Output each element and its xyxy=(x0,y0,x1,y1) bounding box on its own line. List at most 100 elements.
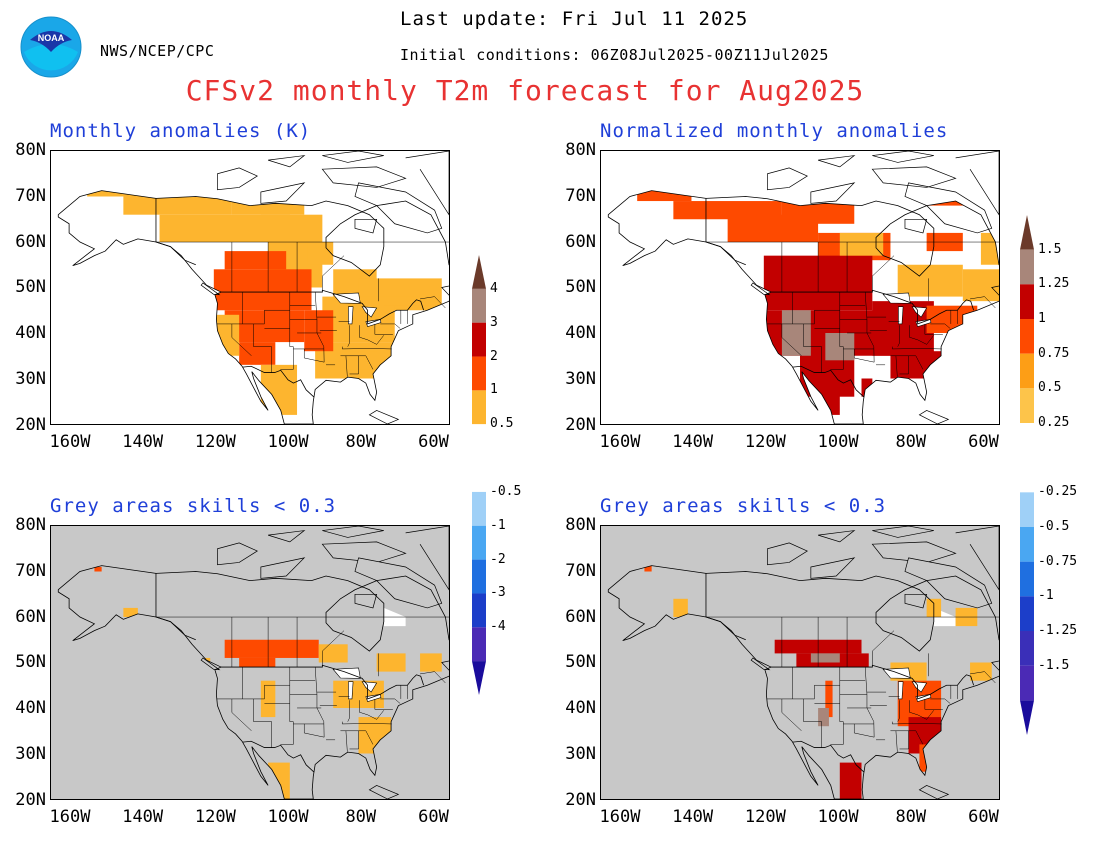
state-border xyxy=(970,671,996,684)
lon-tick-label: 100W xyxy=(267,807,309,827)
lake xyxy=(915,319,932,327)
state-border xyxy=(781,698,802,731)
state-border xyxy=(924,698,943,710)
state-border xyxy=(897,700,900,722)
coastline xyxy=(441,285,449,296)
lat-tick-label: 60N xyxy=(15,606,46,627)
lon-tick-label: 60W xyxy=(418,807,449,827)
coastline xyxy=(904,557,993,609)
coastline xyxy=(217,167,258,191)
state-border xyxy=(380,323,401,329)
colorbar-label: 1 xyxy=(490,382,498,398)
colorbar-label: -3 xyxy=(490,585,506,601)
anomaly-cell xyxy=(897,264,963,297)
state-border xyxy=(345,730,348,752)
colorbar-label: -0.5 xyxy=(1038,519,1070,534)
colorbar-swatch xyxy=(472,390,486,425)
anomaly-cell xyxy=(224,251,287,270)
country-border xyxy=(705,241,746,266)
map-canvas xyxy=(57,151,449,424)
state-border xyxy=(897,325,900,347)
anomaly-cell xyxy=(825,680,833,718)
org-label: NWS/NCEP/CPC xyxy=(100,42,215,60)
map-canvas xyxy=(607,151,999,424)
lat-tick-label: 60N xyxy=(565,231,596,252)
lat-tick-label: 30N xyxy=(15,369,46,389)
coastline xyxy=(217,542,258,566)
state-border xyxy=(917,710,935,720)
lat-tick-label: 40N xyxy=(15,698,46,719)
lon-tick-label: 60W xyxy=(968,432,999,452)
state-border xyxy=(345,355,348,377)
colorbar-label: 1.25 xyxy=(1038,276,1070,292)
state-border xyxy=(803,698,822,748)
colorbar-swatch xyxy=(1020,492,1034,527)
state-border xyxy=(347,325,350,347)
colorbar-label: -0.25 xyxy=(1038,484,1078,500)
coastline xyxy=(268,155,306,168)
lon-tick-label: 160W xyxy=(599,807,641,827)
lat-tick-label: 30N xyxy=(565,744,596,764)
state-border xyxy=(349,355,359,375)
lon-tick-label: 140W xyxy=(122,807,164,827)
coastline xyxy=(750,657,771,671)
colorbar-swatch xyxy=(1020,561,1034,597)
state-border xyxy=(924,323,943,335)
anomaly-cell xyxy=(260,203,290,215)
colorbar-label: 3 xyxy=(490,314,498,330)
lon-tick-label: 80W xyxy=(895,807,927,827)
colorbar-swatch xyxy=(1020,596,1034,631)
state-border xyxy=(303,723,325,738)
lake xyxy=(365,694,382,702)
colorbar-label: 1 xyxy=(1038,311,1046,326)
coastline xyxy=(368,410,400,424)
state-border xyxy=(895,730,898,752)
lat-tick-label: 50N xyxy=(15,277,46,298)
lon-tick-label: 120W xyxy=(194,432,236,452)
colorbar-swatch xyxy=(1020,631,1034,666)
anomaly-cell xyxy=(159,214,250,242)
lat-tick-label: 50N xyxy=(565,277,596,298)
colorbar-label: -1 xyxy=(1038,588,1054,604)
anomaly-cell xyxy=(224,639,319,658)
coastline xyxy=(991,285,999,296)
noaa-logo: NOAA xyxy=(20,16,82,78)
state-border xyxy=(853,348,875,363)
colorbar-swatch xyxy=(1020,665,1034,701)
coastline xyxy=(405,526,449,591)
state-border xyxy=(347,700,350,722)
anomaly-cell xyxy=(213,269,312,311)
state-border xyxy=(864,292,875,363)
panel-title-anomalies: Monthly anomalies (K) xyxy=(50,120,312,142)
coastline xyxy=(750,282,771,296)
lon-tick-label: 60W xyxy=(968,807,999,827)
lat-tick-label: 50N xyxy=(15,652,46,673)
state-border xyxy=(359,336,368,341)
country-border xyxy=(221,289,425,325)
coastline xyxy=(810,557,856,579)
country-border xyxy=(155,616,196,641)
map-panel-anomalies xyxy=(50,150,450,425)
state-border xyxy=(322,255,345,293)
state-border xyxy=(231,698,252,731)
anomaly-cell xyxy=(970,662,992,681)
lat-tick-label: 70N xyxy=(15,560,46,581)
colorbar-swatch xyxy=(472,322,486,357)
lat-tick-label: 20N xyxy=(15,789,46,810)
lon-tick-label: 120W xyxy=(744,807,786,827)
state-border xyxy=(853,723,875,738)
lon-tick-label: 140W xyxy=(672,432,714,452)
anomaly-cell xyxy=(644,565,652,572)
lat-tick-label: 20N xyxy=(565,414,596,435)
colorbar-label: -1 xyxy=(490,517,506,533)
main-title: CFSv2 monthly T2m forecast for Aug2025 xyxy=(185,74,865,107)
lat-tick-label: 50N xyxy=(565,652,596,673)
coastline xyxy=(368,785,400,799)
anomaly-cell xyxy=(213,314,240,356)
anomaly-cell xyxy=(123,607,138,617)
colorbar-swatch xyxy=(472,525,486,560)
state-border xyxy=(303,348,325,363)
lon-tick-label: 60W xyxy=(418,432,449,452)
colorbar-swatch xyxy=(472,356,486,391)
anomaly-cell xyxy=(810,653,840,663)
